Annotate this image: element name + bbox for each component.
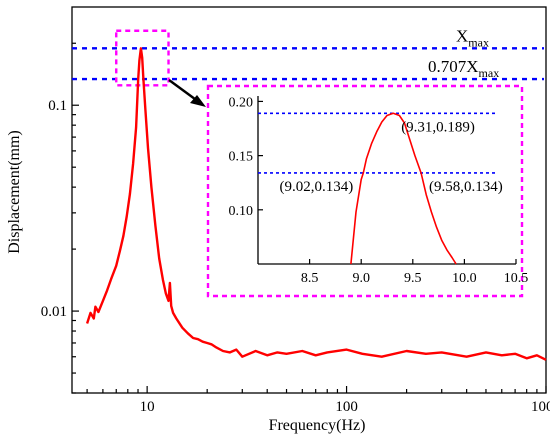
inset-frame — [206, 84, 524, 298]
x-tick-label: 100 — [335, 399, 358, 415]
zoom-pointer-arrow — [168, 79, 206, 107]
xmax-label: Xmax — [456, 26, 489, 49]
inset-plot-area: 8.5 9.0 9.5 10.0 10.5 0.10 0.15 0.20 (9.31,0.189… — [168, 79, 529, 298]
inset-x-tick-label: 10.0 — [452, 271, 477, 286]
y-tick-label: 0.1 — [48, 98, 67, 114]
arrow-head — [190, 95, 206, 107]
inset-point-annotation: (9.02,0.134) — [280, 179, 354, 195]
inset-x-tick-label: 9.5 — [404, 271, 422, 286]
inset-y-tick-label: 0.10 — [229, 204, 254, 219]
inset-peak-curve — [350, 112, 457, 265]
inset-x-tick-label: 10.5 — [504, 271, 529, 286]
displacement-curve — [85, 47, 547, 361]
x-tick-label: 10 — [140, 399, 155, 415]
half-power-label: 0.707Xmax — [428, 57, 499, 80]
arrow-shaft — [168, 79, 200, 103]
main-plot-frame — [71, 6, 547, 394]
inset-x-tick-label: 8.5 — [301, 271, 319, 286]
inset-point-annotation: (9.58,0.134) — [429, 179, 503, 195]
x-axis-label: Frequency(Hz) — [269, 417, 366, 434]
inset-point-annotation: (9.31,0.189) — [401, 119, 475, 135]
y-tick-label: 0.01 — [41, 304, 67, 320]
inset-x-tick-label: 9.0 — [352, 271, 370, 286]
inset-y-tick-label: 0.15 — [229, 150, 254, 165]
inset-y-tick-label: 0.20 — [229, 95, 254, 110]
y-axis-label: Displacement(mm) — [6, 130, 23, 254]
